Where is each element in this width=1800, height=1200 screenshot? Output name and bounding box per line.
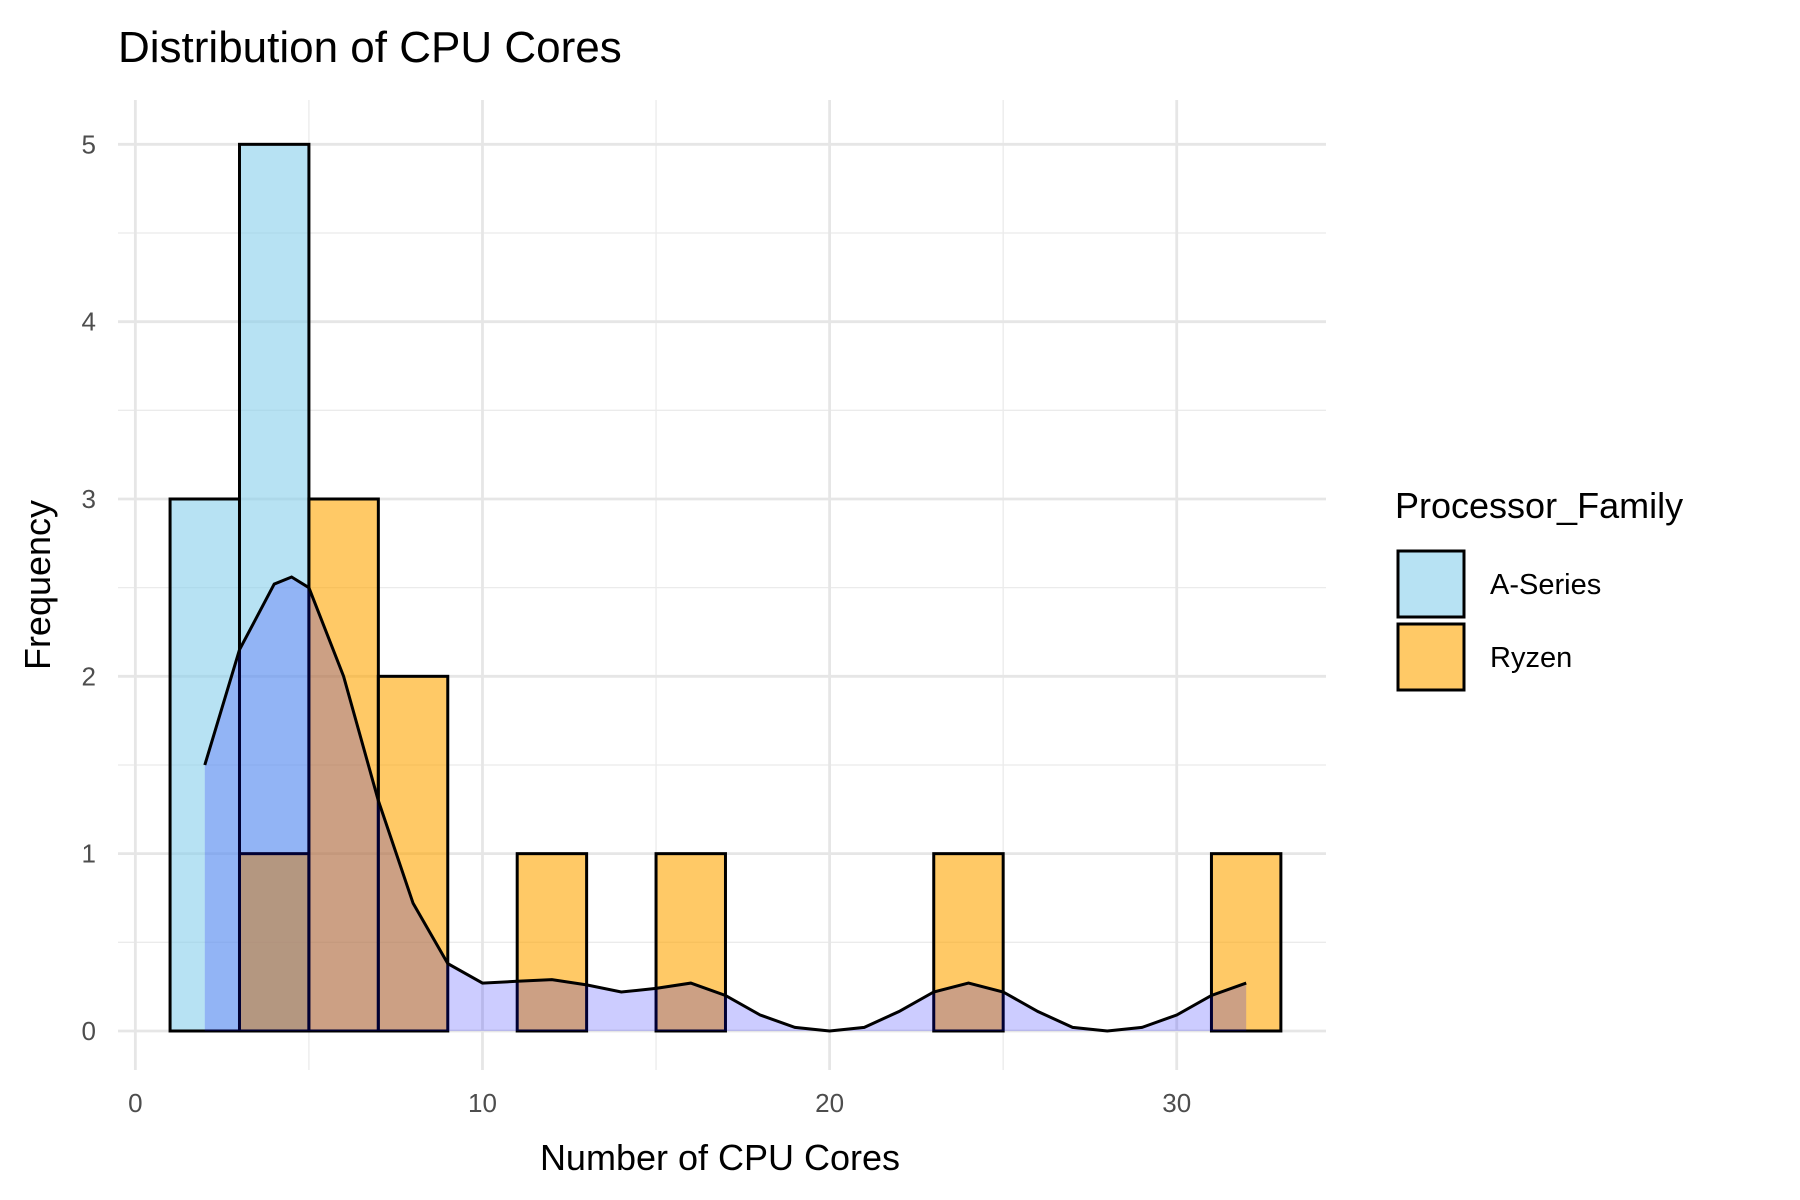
legend-title: Processor_Family [1395, 485, 1683, 526]
x-tick-label: 20 [815, 1088, 844, 1118]
y-tick-label: 4 [82, 307, 96, 337]
x-tick-label: 30 [1162, 1088, 1191, 1118]
legend: Processor_Family A-Series Ryzen [1395, 485, 1683, 692]
histogram-bar [654, 852, 727, 1033]
x-tick-label: 0 [128, 1088, 142, 1118]
y-tick-label: 2 [82, 661, 96, 691]
histogram-bar [376, 674, 450, 1033]
x-axis-title: Number of CPU Cores [540, 1137, 900, 1178]
y-tick-label: 0 [82, 1016, 96, 1046]
density-curve [203, 575, 1247, 1033]
y-tick-label: 3 [82, 484, 96, 514]
histogram-bar [1209, 852, 1283, 1033]
legend-key-swatch [1396, 549, 1466, 619]
histogram-bar [515, 852, 589, 1033]
y-tick-label: 1 [82, 839, 96, 869]
chart-title: Distribution of CPU Cores [118, 23, 622, 72]
x-tick-label: 10 [468, 1088, 497, 1118]
density-layer [203, 575, 1247, 1033]
y-axis-title: Frequency [17, 500, 58, 670]
legend-label: A-Series [1490, 569, 1601, 601]
ticks-layer: 0 10 20 30 0 1 2 3 4 5 [82, 129, 1192, 1118]
y-tick-label: 5 [82, 129, 96, 159]
bars-layer [168, 142, 1283, 1033]
density-area [204, 577, 1247, 1031]
legend-label: Ryzen [1490, 642, 1572, 674]
histogram-bar [932, 852, 1005, 1033]
legend-key-swatch [1396, 622, 1466, 692]
histogram-bar [307, 497, 380, 1033]
